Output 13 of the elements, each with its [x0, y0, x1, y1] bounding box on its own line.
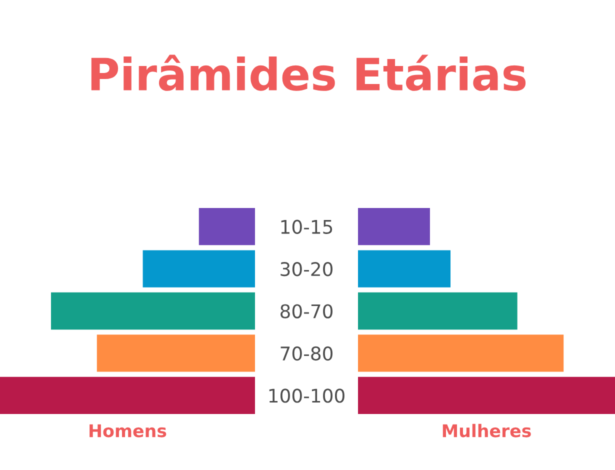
- y-tick-label: 80-70: [280, 304, 332, 318]
- bar: [358, 334, 564, 372]
- series-label: Homens: [90, 424, 166, 438]
- bar: [358, 376, 615, 414]
- y-tick-label: 100-100: [269, 388, 344, 403]
- y-tick-label: 30-20: [280, 262, 332, 276]
- bar: [358, 250, 451, 288]
- series-label: Mulheres: [442, 424, 531, 438]
- chart-title: Pirâmides Etárias: [91, 54, 526, 91]
- y-tick-label: 70-80: [280, 346, 332, 361]
- bar: [358, 208, 430, 246]
- y-tick-label: 10-15: [281, 220, 332, 234]
- bar: [358, 292, 518, 330]
